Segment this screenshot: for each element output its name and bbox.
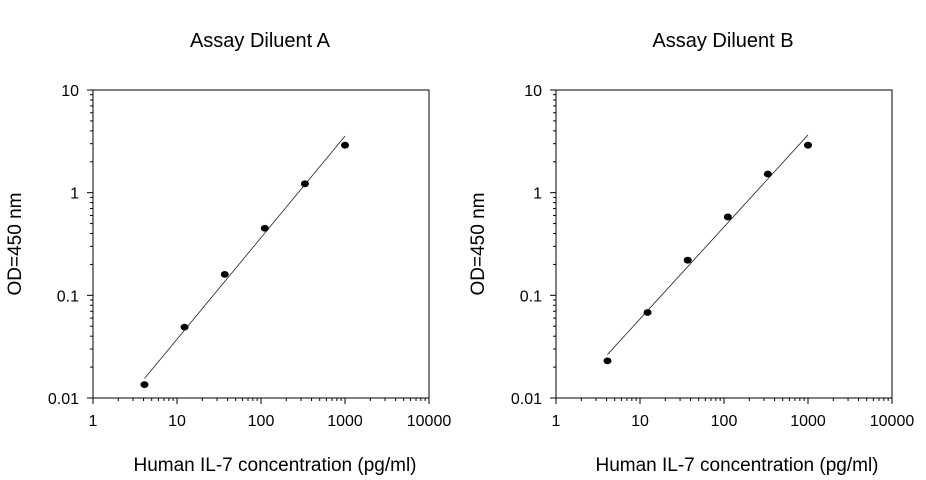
data-point <box>804 141 812 149</box>
y-axis-label-a: OD=450 nm <box>5 193 26 296</box>
y-tick-label: 10 <box>61 83 79 100</box>
x-tick-label: 10 <box>168 413 186 430</box>
chart-panel-b: Assay Diluent B 1 10 100 1000 100000.010.111… <box>468 30 914 476</box>
data-point <box>763 170 772 178</box>
y-tick-label: 10 <box>524 83 542 100</box>
x-tick-label: 100 <box>248 413 275 430</box>
axis-ticks-b <box>550 89 893 404</box>
chart-panel-a: Assay Diluent A 1 10 100 1000 100000.010.111… <box>5 30 451 476</box>
fit-line-a <box>144 135 346 379</box>
x-tick-label: 1000 <box>790 413 826 430</box>
data-points-b <box>603 141 812 365</box>
y-tick-label: 0.1 <box>57 288 79 305</box>
data-point <box>140 381 149 389</box>
x-tick-label: 10 <box>631 413 649 430</box>
fit-line-b <box>607 134 809 355</box>
data-point <box>220 270 229 278</box>
y-tick-label: 1 <box>70 186 79 203</box>
plot-frame-a <box>92 89 430 399</box>
data-point <box>683 256 692 264</box>
x-tick-label: 1000 <box>327 413 363 430</box>
data-point <box>603 357 612 365</box>
data-point <box>643 309 652 316</box>
x-axis-label-a: Human IL-7 concentration (pg/ml) <box>133 455 416 476</box>
chart-title-a: Assay Diluent A <box>190 30 331 52</box>
plot-frame-b <box>555 89 893 399</box>
data-point <box>723 213 732 221</box>
data-point <box>341 141 349 149</box>
y-tick-label: 0.1 <box>520 288 542 305</box>
x-tick-label: 10000 <box>407 413 452 430</box>
axis-ticks-a <box>87 89 430 404</box>
x-tick-label: 1 <box>552 413 561 430</box>
y-tick-label: 1 <box>533 186 542 203</box>
x-tick-label: 1 <box>89 413 98 430</box>
x-tick-label: 10000 <box>870 413 915 430</box>
axis-tick-labels-a: 1 10 100 1000 10000 0.01 0.1 1 10 <box>48 83 451 430</box>
data-points-a <box>140 141 349 389</box>
x-tick-label: 100 <box>711 413 738 430</box>
axis-tick-labels-b: 1 10 100 1000 10000 0.01 0.1 1 10 <box>511 83 914 430</box>
data-point <box>260 224 269 232</box>
y-tick-label: 0.01 <box>48 391 79 408</box>
y-tick-label: 0.01 <box>511 391 542 408</box>
data-point <box>180 323 189 331</box>
x-axis-label-b: Human IL-7 concentration (pg/ml) <box>595 455 878 476</box>
chart-title-b: Assay Diluent B <box>652 30 793 52</box>
data-point <box>300 180 309 188</box>
y-axis-label-b: OD=450 nm <box>468 193 489 296</box>
